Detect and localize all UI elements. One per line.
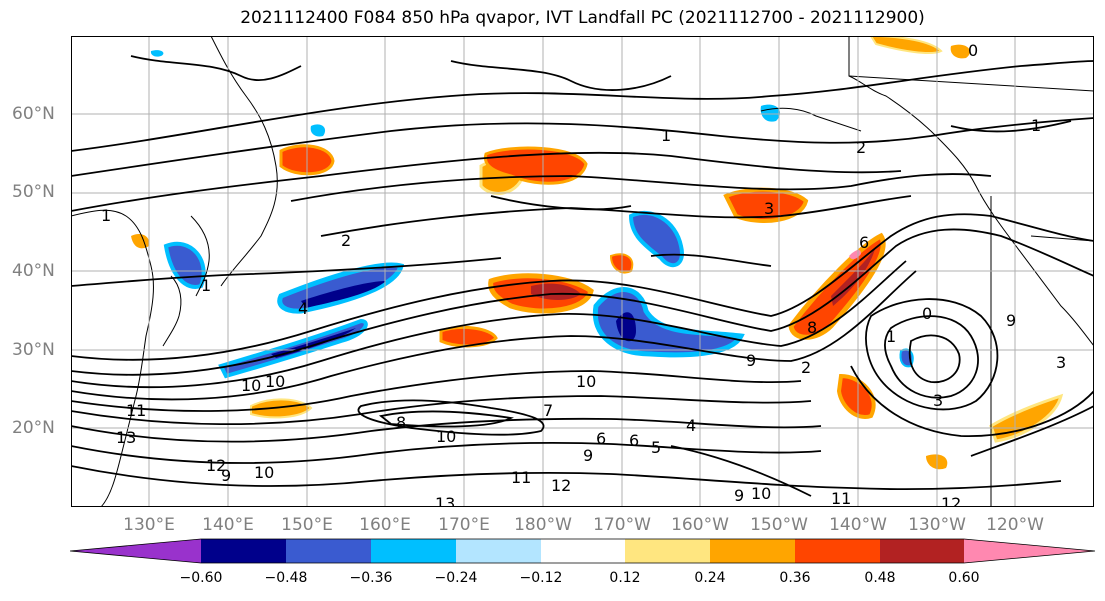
colorbar-tick: −0.24 — [434, 570, 478, 586]
lat-label-50n: 50°N — [12, 182, 55, 202]
map-title: 2021112400 F084 850 hPa qvapor, IVT Land… — [240, 8, 925, 28]
contour-label: 11 — [831, 489, 851, 507]
colorbar-tick: −0.48 — [264, 570, 308, 586]
contour-label: 13 — [116, 428, 136, 447]
ivt-contours — [71, 55, 1094, 497]
contour-labels: 0 1 2 3 6 1 0 1 3 4 2 1 8 9 9 11 10 8 10… — [101, 41, 1066, 507]
contour-label: 6 — [859, 233, 869, 252]
lon-label-130w: 130°W — [908, 515, 966, 535]
colorbar-tick: −0.12 — [519, 570, 563, 586]
contour-label: 1 — [101, 206, 111, 225]
colorbar-tick: 0.60 — [948, 570, 980, 586]
contour-label: 12 — [206, 456, 226, 475]
colorbar-segment — [286, 539, 371, 563]
map-panel: 0 1 2 3 6 1 0 1 3 4 2 1 8 9 9 11 10 8 10… — [71, 36, 1094, 507]
contour-label: 12 — [551, 476, 571, 495]
contour-label: 8 — [807, 318, 817, 337]
contour-label: 3 — [764, 199, 774, 218]
contour-label: 9 — [746, 351, 756, 370]
lon-label-150e: 150°E — [281, 515, 333, 535]
contour-label: 10 — [576, 372, 596, 391]
colorbar-segment — [880, 539, 964, 563]
colorbar — [70, 538, 1096, 564]
contour-label: 3 — [1056, 353, 1066, 372]
lon-label-150w: 150°W — [750, 515, 808, 535]
contour-label: 1 — [661, 126, 671, 145]
colorbar-tick: 0.48 — [864, 570, 896, 586]
colorbar-segment — [70, 539, 201, 563]
contour-label: 2 — [801, 358, 811, 377]
contour-label: 9 — [1006, 311, 1016, 330]
colorbar-tick: −0.60 — [179, 570, 223, 586]
lat-label-20n: 20°N — [12, 418, 55, 438]
colorbar-segment — [201, 539, 286, 563]
lat-label-30n: 30°N — [12, 340, 55, 360]
contour-label: 1 — [201, 276, 211, 295]
lon-label-160e: 160°E — [359, 515, 411, 535]
contour-label: 10 — [241, 376, 261, 395]
contour-label: 8 — [396, 413, 406, 432]
contour-label: 1 — [1031, 116, 1041, 135]
contour-label: 1 — [886, 327, 896, 346]
colorbar-segment — [541, 539, 625, 563]
lon-label-170e: 170°E — [438, 515, 490, 535]
contour-label: 0 — [922, 304, 932, 323]
lon-label-140w: 140°W — [829, 515, 887, 535]
contour-label: 9 — [221, 466, 231, 485]
contour-label: 9 — [734, 486, 744, 505]
contour-label: 2 — [341, 231, 351, 250]
contour-label: 6 — [629, 431, 639, 450]
colorbar-segment — [456, 539, 541, 563]
contour-label: 3 — [933, 391, 943, 410]
contour-label: 4 — [298, 299, 308, 318]
contour-label: 2 — [856, 138, 866, 157]
contour-label: 10 — [436, 427, 456, 446]
contour-label: 10 — [265, 372, 285, 391]
lon-label-160w: 160°W — [671, 515, 729, 535]
graticule — [71, 36, 1094, 507]
lon-label-120w: 120°W — [986, 515, 1044, 535]
lon-label-140e: 140°E — [202, 515, 254, 535]
contour-label: 12 — [941, 494, 961, 507]
contour-label: 7 — [543, 401, 553, 420]
contour-label: 11 — [126, 401, 146, 420]
colorbar-segment — [371, 539, 456, 563]
contour-label: 13 — [435, 494, 455, 507]
colorbar-segment — [964, 539, 1095, 563]
coastlines — [71, 36, 1094, 507]
lat-label-60n: 60°N — [12, 104, 55, 124]
contour-label: 6 — [596, 429, 606, 448]
contour-label: 9 — [583, 446, 593, 465]
colorbar-tick: 0.12 — [609, 570, 641, 586]
lat-label-40n: 40°N — [12, 261, 55, 281]
contour-label: 10 — [751, 484, 771, 503]
colorbar-tick: −0.36 — [349, 570, 393, 586]
colorbar-tick: 0.24 — [694, 570, 726, 586]
lon-label-180w: 180°W — [514, 515, 572, 535]
contour-label: 4 — [686, 416, 696, 435]
lon-label-130e: 130°E — [123, 515, 175, 535]
lon-label-170w: 170°W — [593, 515, 651, 535]
colorbar-segment — [625, 539, 710, 563]
contour-label: 11 — [511, 468, 531, 487]
contour-label: 10 — [254, 463, 274, 482]
contour-label: 5 — [651, 438, 661, 457]
colorbar-segment — [795, 539, 880, 563]
colorbar-tick: 0.36 — [779, 570, 811, 586]
colorbar-segment — [710, 539, 795, 563]
contour-label: 0 — [968, 41, 978, 60]
anomaly-fill — [131, 36, 1064, 470]
